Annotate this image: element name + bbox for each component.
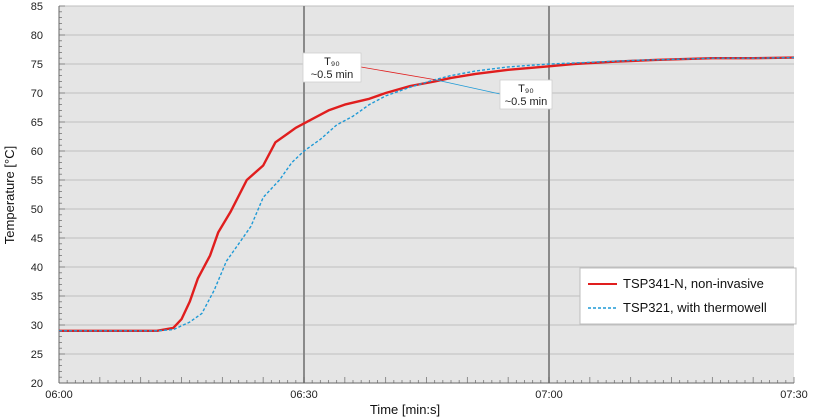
legend-box (579, 267, 797, 325)
y-tick-label: 80 (31, 30, 43, 42)
series-line-tsp321 (59, 56, 795, 332)
y-tick-label: 60 (31, 146, 43, 158)
y-tick-label: 45 (31, 233, 43, 245)
axis-ticks (58, 5, 795, 384)
y-tick-label: 25 (31, 349, 43, 361)
annotation-t90-label: T₉₀ (518, 83, 534, 95)
y-tick-label: 30 (31, 320, 43, 332)
annotation-time-label: ~0.5 min (505, 96, 548, 108)
y-tick-label: 50 (31, 204, 43, 216)
annotation-leader-line (434, 79, 501, 95)
annotation-box (302, 52, 362, 83)
legend: TSP341-N, non-invasive TSP321, with ther… (579, 267, 797, 325)
annotation-box (499, 79, 553, 110)
x-axis-label: Time [min:s] (370, 402, 440, 417)
y-tick-label: 65 (31, 117, 43, 129)
x-tick-label: 07:00 (535, 389, 563, 401)
legend-label-tsp341: TSP341-N, non-invasive (623, 276, 764, 291)
y-tick-label: 75 (31, 59, 43, 71)
y-tick-label: 85 (31, 1, 43, 13)
y-tick-label: 20 (31, 378, 43, 390)
x-tick-label: 07:30 (780, 389, 808, 401)
x-tick-label: 06:00 (45, 389, 73, 401)
y-tick-label: 35 (31, 291, 43, 303)
y-tick-label: 40 (31, 262, 43, 274)
annotation-time-label: ~0.5 min (311, 69, 354, 81)
y-tick-label: 55 (31, 175, 43, 187)
y-axis-label: Temperature [°C] (2, 146, 17, 244)
legend-label-tsp321: TSP321, with thermowell (623, 300, 767, 315)
gridlines (59, 5, 794, 384)
annotation-t90-label: T₉₀ (324, 56, 340, 68)
annotation-leader-line (360, 66, 435, 81)
y-tick-label: 70 (31, 88, 43, 100)
plot-area (59, 6, 794, 383)
x-tick-label: 06:30 (290, 389, 318, 401)
series-lines (59, 56, 795, 332)
series-line-tsp341 (59, 56, 795, 332)
tick-labels: 20 25 30 35 40 45 50 55 60 65 70 75 80 85 06:00 06:30 07… (31, 1, 808, 401)
